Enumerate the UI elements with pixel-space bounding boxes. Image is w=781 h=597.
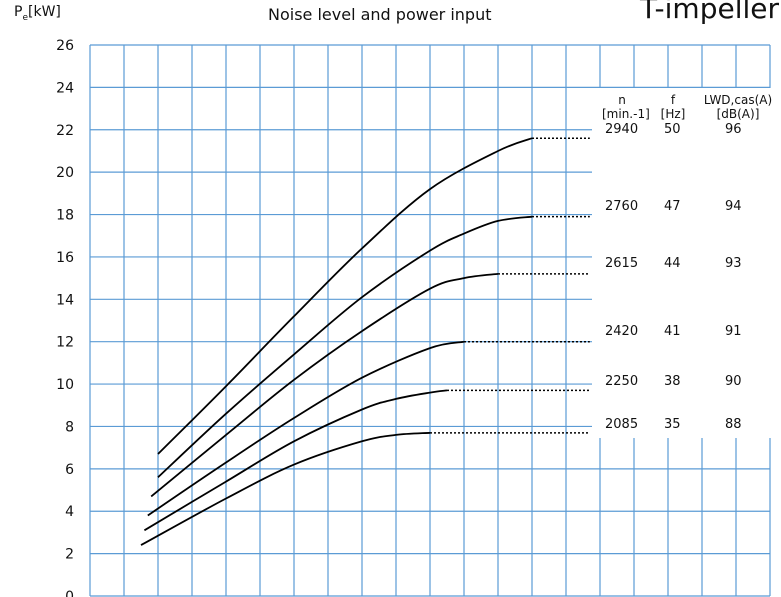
series-line: [140, 431, 431, 546]
table-cell-lw: 90: [723, 374, 744, 389]
y-tick-label: 22: [56, 123, 74, 139]
y-axis-label: Pe[kW]: [14, 4, 61, 23]
table-cell-lw: 94: [723, 199, 744, 214]
y-tick-label: 18: [56, 208, 74, 224]
table-cell-n: 2615: [603, 256, 641, 271]
table-cell-n: 2760: [603, 199, 641, 214]
series-line: [157, 137, 533, 455]
table-header-top: f: [670, 93, 676, 107]
table-header-unit: [Hz]: [660, 107, 686, 121]
y-tick-label: 12: [56, 335, 74, 351]
table-header: LWD,cas(A) [dB(A)]: [697, 93, 779, 121]
table-header-top: n: [618, 93, 626, 107]
table-cell-f: 44: [662, 256, 683, 271]
table-header-top: LWD,cas(A): [703, 93, 773, 107]
series-line: [143, 389, 448, 532]
table-cell-lw: 88: [723, 417, 744, 432]
chart-title: Noise level and power input: [268, 5, 492, 24]
y-tick-label: 0: [65, 589, 74, 597]
y-tick-label: 10: [56, 377, 74, 393]
table-cell-lw: 96: [723, 122, 744, 137]
table-header: n [min.-1]: [602, 93, 650, 121]
table-cell-f: 50: [662, 122, 683, 137]
table-cell-n: 2250: [603, 374, 641, 389]
series-line: [150, 273, 499, 498]
y-tick-label: 6: [65, 462, 74, 478]
table-cell-f: 41: [662, 324, 683, 339]
y-tick-label: 14: [56, 292, 74, 308]
y-tick-label: 24: [56, 80, 74, 96]
table-header: f [Hz]: [658, 93, 688, 121]
table-cell-f: 35: [662, 417, 683, 432]
y-tick-label: 2: [65, 547, 74, 563]
table-cell-f: 38: [662, 374, 683, 389]
table-cell-n: 2940: [603, 122, 641, 137]
series-line: [157, 215, 533, 478]
table-cell-lw: 93: [723, 256, 744, 271]
series-line: [147, 340, 465, 517]
y-tick-label: 16: [56, 250, 74, 266]
y-tick-label: 8: [65, 419, 74, 435]
impeller-title: T-impeller: [640, 0, 779, 25]
y-tick-label: 20: [56, 165, 74, 181]
table-cell-n: 2420: [603, 324, 641, 339]
table-cell-f: 47: [662, 199, 683, 214]
table-header-unit: [min.-1]: [602, 107, 650, 121]
y-tick-label: 4: [65, 504, 74, 520]
table-cell-lw: 91: [723, 324, 744, 339]
table-cell-n: 2085: [603, 417, 641, 432]
table-header-unit: [dB(A)]: [716, 107, 760, 121]
y-tick-label: 26: [56, 38, 74, 54]
